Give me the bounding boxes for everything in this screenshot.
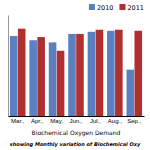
tick: Apr., bbox=[31, 116, 44, 124]
tick-label: Sep., bbox=[127, 118, 141, 124]
bar bbox=[49, 42, 57, 116]
tick: Aug., bbox=[108, 116, 122, 124]
bar bbox=[127, 70, 135, 116]
bar bbox=[29, 40, 37, 116]
axis-line bbox=[8, 16, 9, 117]
tick-label: Apr., bbox=[31, 118, 44, 124]
tick-label: Aug., bbox=[108, 118, 122, 124]
bar bbox=[76, 34, 84, 116]
bar bbox=[57, 51, 65, 116]
plot: Mar., Apr., May, Jun., Jul., Aug., Sep., bbox=[9, 16, 145, 125]
bar bbox=[18, 29, 26, 116]
tick-label: Jul., bbox=[90, 118, 101, 124]
tick: Sep., bbox=[127, 116, 141, 124]
tick: May, bbox=[50, 116, 63, 124]
axis-line bbox=[9, 116, 145, 117]
legend-swatch bbox=[119, 4, 125, 10]
x-label: Biochemical Oxygen Demand bbox=[32, 129, 121, 137]
bars bbox=[10, 29, 142, 116]
tick: Jul., bbox=[90, 116, 101, 124]
bar bbox=[96, 30, 104, 116]
legend-item: 2010 bbox=[89, 4, 114, 12]
bar-series bbox=[18, 29, 142, 116]
x-axis: Mar., Apr., May, Jun., Jul., Aug., Sep., bbox=[9, 116, 145, 124]
bar bbox=[10, 36, 18, 116]
bar bbox=[107, 31, 115, 116]
bar bbox=[115, 30, 123, 116]
legend-swatch bbox=[89, 4, 95, 10]
tick-label: Jun., bbox=[69, 118, 82, 124]
bar bbox=[134, 31, 142, 116]
bar bbox=[37, 37, 45, 116]
legend-label: 2010 bbox=[97, 4, 114, 12]
bar bbox=[88, 32, 96, 116]
y-axis bbox=[8, 16, 9, 117]
legend-item: 2011 bbox=[119, 4, 144, 12]
caption: showing Monthly variation of Biochemical… bbox=[10, 141, 141, 148]
tick: Jun., bbox=[69, 116, 82, 124]
tick-label: Mar., bbox=[11, 118, 25, 124]
tick: Mar., bbox=[11, 116, 25, 124]
tick-label: May, bbox=[50, 118, 63, 124]
legend: 2010 2011 bbox=[89, 4, 144, 12]
bar bbox=[68, 34, 76, 116]
legend-label: 2011 bbox=[127, 4, 144, 12]
chart: Mar., Apr., May, Jun., Jul., Aug., Sep., Bioche… bbox=[0, 0, 150, 150]
